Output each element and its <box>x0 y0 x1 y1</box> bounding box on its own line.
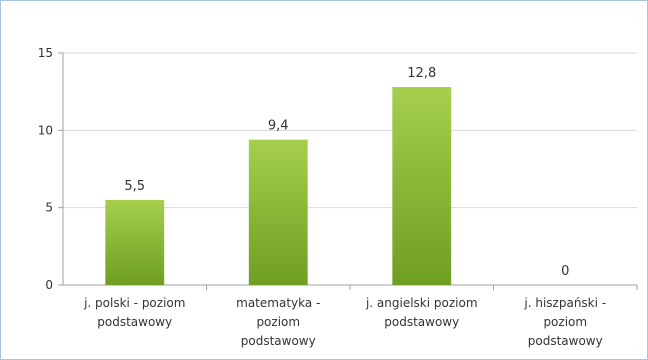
bar <box>248 139 308 285</box>
y-tick-label: 10 <box>38 123 53 137</box>
y-tick-label: 5 <box>45 201 53 215</box>
y-tick-label: 15 <box>38 46 53 60</box>
bar <box>105 199 165 285</box>
x-category-label: matematyka -poziom podstawowy <box>236 296 320 348</box>
x-category-label: j. angielski poziom podstawowy <box>365 296 478 329</box>
bars <box>105 87 452 285</box>
x-category-label: j. hiszpański -poziom podstawowy <box>523 296 606 348</box>
gridlines <box>63 52 637 209</box>
data-label: 0 <box>561 264 569 279</box>
data-label: 12,8 <box>407 66 436 81</box>
labels: 0 5 10 15 5,5 j. polski - poziom podstawowy 9,4… <box>38 46 606 348</box>
data-label: 9,4 <box>268 119 289 134</box>
bar <box>392 87 452 285</box>
y-tick-label: 0 <box>45 278 53 292</box>
x-category-label: j. polski - poziom podstawowy <box>83 296 185 329</box>
data-label: 5,5 <box>124 179 145 194</box>
